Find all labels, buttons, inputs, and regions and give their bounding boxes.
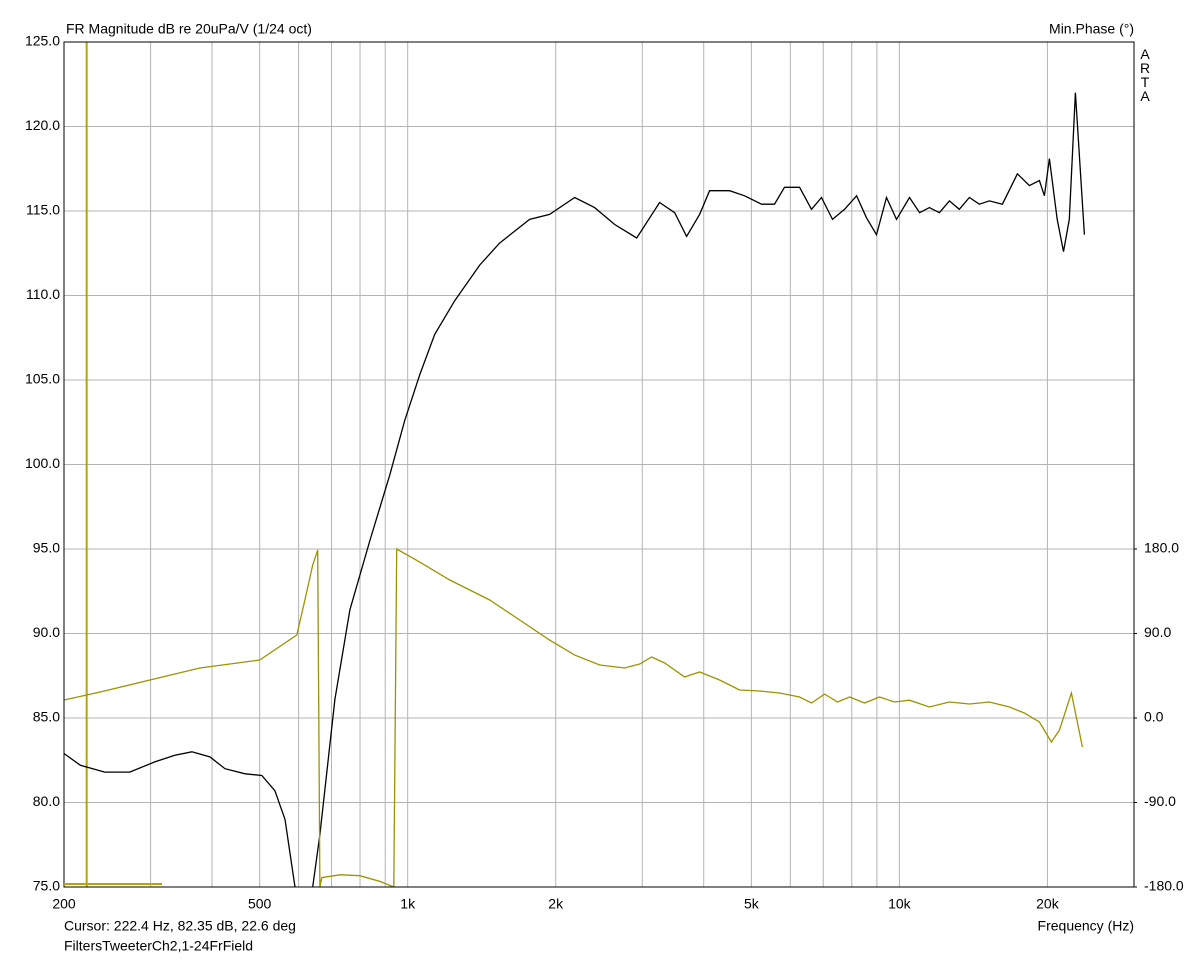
brand: ARTA <box>1137 46 1153 102</box>
cursor-readout: Cursor: 222.4 Hz, 82.35 dB, 22.6 deg <box>64 918 296 934</box>
y-tick-label: 90.0 <box>33 624 60 640</box>
series-line <box>64 92 1086 887</box>
y-tick-label: 105.0 <box>25 371 60 387</box>
y2-tick-label: -90.0 <box>1144 793 1176 809</box>
plot-lines <box>64 42 1086 887</box>
y2-axis-label: Min.Phase (°) <box>1049 21 1134 37</box>
plot-frame <box>63 41 1135 888</box>
y-tick-label: 120.0 <box>25 117 60 133</box>
x-tick-label: 5k <box>744 896 760 912</box>
x-tick-label: 500 <box>248 896 272 912</box>
y2-tick-label: -180.0 <box>1144 878 1184 894</box>
y2-tick-label: 90.0 <box>1144 624 1171 640</box>
chart-title: FR Magnitude dB re 20uPa/V (1/24 oct) <box>66 21 312 37</box>
y-tick-label: 85.0 <box>33 709 60 725</box>
x-tick-label: 200 <box>52 896 76 912</box>
x-tick-label: 1k <box>400 896 416 912</box>
y-tick-label: 115.0 <box>26 202 60 218</box>
x-axis-label: Frequency (Hz) <box>1038 918 1134 934</box>
y-tick-label: 75.0 <box>33 878 60 894</box>
file-name: FiltersTweeterCh2,1-24FrField <box>64 938 253 954</box>
y-tick-label: 110.0 <box>26 286 60 302</box>
y2-tick-label: 0.0 <box>1144 709 1164 725</box>
x-tick-label: 10k <box>888 896 912 912</box>
x-tick-label: 2k <box>548 896 564 912</box>
y2-tick-label: 180.0 <box>1144 540 1179 556</box>
y-tick-label: 125.0 <box>25 33 60 49</box>
y-tick-label: 95.0 <box>33 540 60 556</box>
series-line <box>64 547 1084 887</box>
y-tick-label: 80.0 <box>33 793 60 809</box>
x-tick-label: 20k <box>1036 896 1060 912</box>
y-tick-label: 100.0 <box>25 455 60 471</box>
